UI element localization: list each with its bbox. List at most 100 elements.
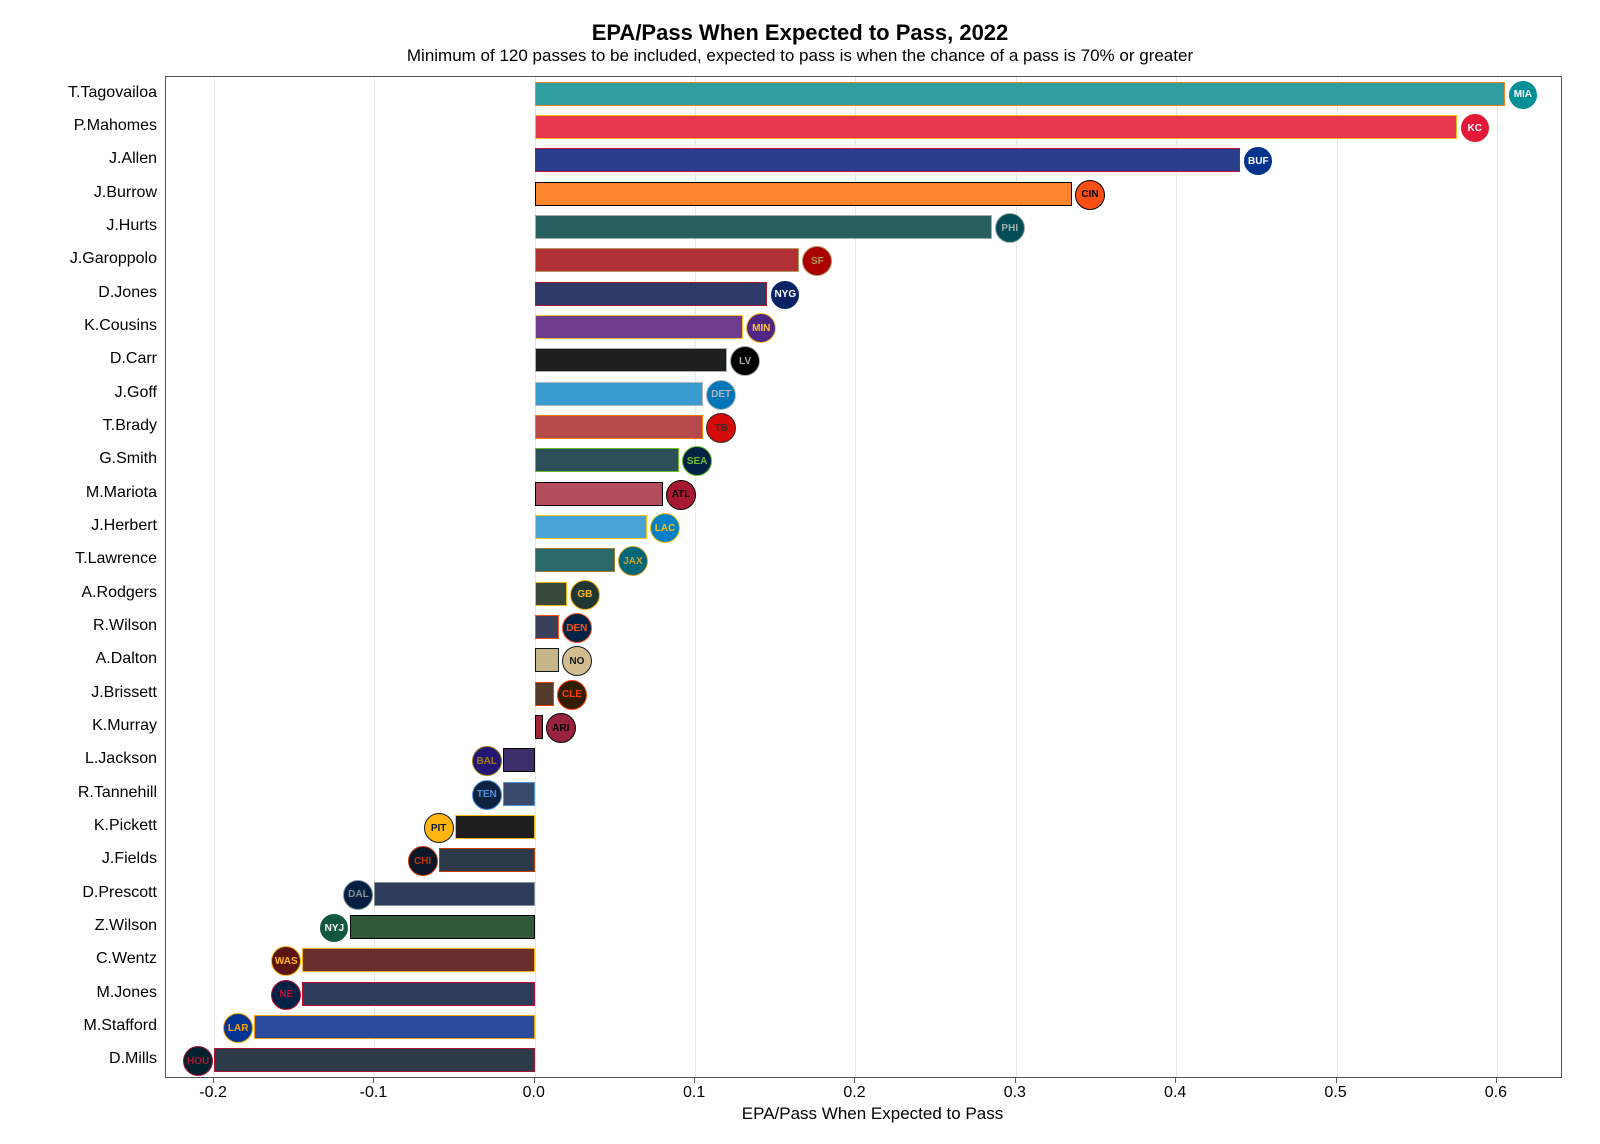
bar [535,115,1457,139]
team-logo-icon: DEN [562,613,592,643]
y-tick-label: M.Stafford [83,1017,157,1035]
bar [535,515,647,539]
y-tick-label: D.Mills [109,1050,157,1068]
y-tick-label: A.Dalton [96,650,157,668]
x-tick-label: 0.0 [523,1084,545,1102]
gridline [214,77,215,1077]
y-tick-label: P.Mahomes [74,117,157,135]
team-logo-icon: TEN [472,780,502,810]
y-tick-label: T.Lawrence [75,550,157,568]
bar [302,948,535,972]
x-tick-label: 0.2 [843,1084,865,1102]
bar [302,982,535,1006]
bar [535,715,543,739]
team-logo-icon: ARI [546,713,576,743]
bar [535,148,1241,172]
gridline [1497,77,1498,1077]
bar [535,182,1072,206]
bar [535,348,727,372]
y-tick-label: J.Hurts [106,217,157,235]
bar [535,248,800,272]
bar [535,648,559,672]
bar [254,1015,535,1039]
x-tick [534,1078,535,1083]
bar [535,215,992,239]
y-tick-label: D.Prescott [82,884,157,902]
y-tick-label: G.Smith [99,450,157,468]
bar [535,682,554,706]
bar [350,915,534,939]
team-logo-icon: NO [562,646,592,676]
team-logo-icon: CLE [557,680,587,710]
y-tick-label: J.Burrow [94,184,157,202]
x-tick-label: -0.1 [360,1084,388,1102]
chart-title: EPA/Pass When Expected to Pass, 2022 [20,20,1580,46]
y-tick-label: R.Tannehill [78,784,157,802]
team-logo-icon: NYJ [319,913,349,943]
team-logo-icon: NYG [770,280,800,310]
y-tick-label: D.Carr [110,350,157,368]
x-axis: -0.2-0.10.00.10.20.30.40.50.6 [165,1078,1580,1104]
team-logo-icon: JAX [618,546,648,576]
x-tick [694,1078,695,1083]
bar [214,1048,535,1072]
team-logo-icon: WAS [271,946,301,976]
bar [535,582,567,606]
y-tick-label: J.Goff [115,384,157,402]
bar [535,548,615,572]
x-tick [1496,1078,1497,1083]
x-tick-label: 0.4 [1164,1084,1186,1102]
team-logo-icon: CIN [1075,180,1105,210]
x-tick-label: -0.2 [199,1084,227,1102]
bar [535,448,679,472]
team-logo-icon: PIT [424,813,454,843]
y-tick-label: A.Rodgers [81,584,157,602]
chart-subtitle: Minimum of 120 passes to be included, ex… [20,46,1580,66]
x-tick [1015,1078,1016,1083]
bar [535,482,663,506]
gridline [1337,77,1338,1077]
y-tick-label: M.Jones [97,984,157,1002]
x-tick-label: 0.5 [1324,1084,1346,1102]
bar [503,782,535,806]
bar [535,82,1505,106]
x-tick-label: 0.3 [1004,1084,1026,1102]
team-logo-icon: NE [271,980,301,1010]
team-logo-icon: DET [706,380,736,410]
gridline [1176,77,1177,1077]
team-logo-icon: KC [1460,113,1490,143]
team-logo-icon: PHI [995,213,1025,243]
y-tick-label: T.Tagovailoa [68,84,157,102]
y-tick-label: Z.Wilson [95,917,157,935]
team-logo-icon: TB [706,413,736,443]
bar [439,848,535,872]
team-logo-icon: DAL [343,880,373,910]
team-logo-icon: ATL [666,480,696,510]
y-tick-label: M.Mariota [86,484,157,502]
x-tick [373,1078,374,1083]
bar [503,748,535,772]
chart-container: EPA/Pass When Expected to Pass, 2022 Min… [20,20,1580,1124]
y-tick-label: K.Cousins [84,317,157,335]
y-tick-label: K.Murray [92,717,157,735]
team-logo-icon: CHI [408,846,438,876]
plot-area: MIAKCBUFCINPHISFNYGMINLVDETTBSEAATLLACJA… [165,76,1562,1078]
bar [535,615,559,639]
team-logo-icon: HOU [183,1046,213,1076]
bar [535,282,768,306]
y-tick-label: J.Fields [102,850,157,868]
team-logo-icon: LAR [223,1013,253,1043]
y-tick-label: D.Jones [98,284,157,302]
y-tick-label: L.Jackson [85,750,157,768]
x-tick [1336,1078,1337,1083]
y-tick-label: K.Pickett [94,817,157,835]
team-logo-icon: LV [730,346,760,376]
bar [374,882,534,906]
x-tick-label: 0.1 [683,1084,705,1102]
team-logo-icon: BAL [472,746,502,776]
x-tick [1175,1078,1176,1083]
team-logo-icon: MIN [746,313,776,343]
x-tick [854,1078,855,1083]
bar [535,415,703,439]
x-axis-title: EPA/Pass When Expected to Pass [165,1104,1580,1124]
